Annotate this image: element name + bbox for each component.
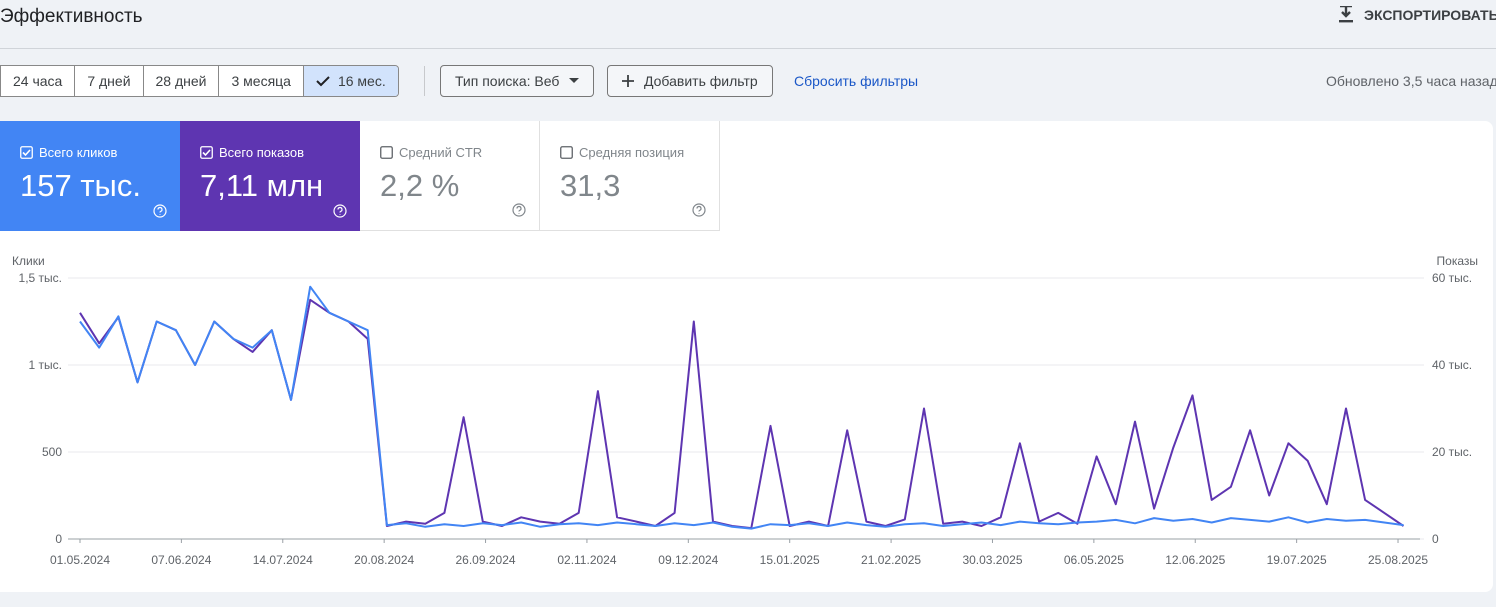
metric-card[interactable]: Всего кликов 157 тыс.	[0, 121, 180, 231]
download-icon	[1339, 6, 1353, 23]
help-circle	[692, 203, 706, 217]
checkbox	[560, 146, 573, 159]
metric-value: 2,2 %	[380, 168, 460, 203]
range-label: 24 часа	[13, 73, 63, 89]
x-tick-label: 20.08.2024	[354, 553, 414, 567]
metric-value: 7,11 млн	[200, 168, 324, 203]
help-glyph	[337, 206, 343, 215]
y2-tick-label: 20 тыс.	[1432, 445, 1472, 459]
checkbox	[200, 146, 213, 159]
separator	[424, 66, 425, 96]
checkbox-box	[380, 146, 393, 159]
range-label: 16 мес.	[337, 73, 386, 89]
checkbox	[20, 146, 33, 159]
metric-header: Всего показов	[200, 145, 340, 160]
add-filter-label: Добавить фильтр	[644, 73, 758, 89]
x-tick-label: 06.05.2025	[1064, 553, 1124, 567]
x-tick-label: 25.08.2025	[1368, 553, 1428, 567]
check-mark	[316, 75, 330, 86]
add-filter-button[interactable]: Добавить фильтр	[607, 65, 773, 97]
x-tick-label: 07.06.2024	[151, 553, 211, 567]
metric-header: Средняя позиция	[560, 145, 699, 160]
help-icon	[692, 203, 706, 217]
help-glyph	[516, 205, 522, 214]
range-button[interactable]: 7 дней	[74, 66, 143, 96]
x-tick-label: 19.07.2025	[1267, 553, 1327, 567]
check-icon	[316, 75, 330, 86]
metric-label: Всего кликов	[39, 145, 118, 160]
help-icon	[153, 204, 167, 218]
y2-tick-label: 0	[1432, 532, 1439, 546]
checkbox-tick	[202, 149, 211, 157]
metric-value: 31,3	[560, 168, 621, 203]
export-label: ЭКСПОРТИРОВАТЬ	[1364, 7, 1496, 23]
y2-tick-label: 40 тыс.	[1432, 358, 1472, 372]
metric-header: Всего кликов	[20, 145, 160, 160]
plus-icon	[622, 75, 634, 87]
date-range-selector: 24 часа 7 дней 28 дней 3 месяца 16 мес.	[0, 65, 399, 97]
range-button[interactable]: 24 часа	[0, 66, 75, 96]
checkbox-tick	[22, 149, 31, 157]
help-glyph	[696, 205, 702, 214]
checkbox-box	[20, 146, 33, 159]
range-button[interactable]: 28 дней	[142, 66, 219, 96]
help-circle	[333, 204, 347, 218]
help-icon	[512, 203, 526, 217]
checkbox-box	[560, 146, 573, 159]
y2-tick-label: 60 тыс.	[1432, 271, 1472, 285]
help-icon	[333, 204, 347, 218]
metric-header: Средний CTR	[380, 145, 519, 160]
range-label: 3 месяца	[231, 73, 291, 89]
metric-card[interactable]: Средний CTR 2,2 %	[360, 121, 540, 231]
x-tick-label: 14.07.2024	[253, 553, 313, 567]
reset-filters-link[interactable]: Сбросить фильтры	[794, 73, 919, 89]
help-circle	[512, 203, 526, 217]
x-tick-label: 02.11.2024	[557, 553, 616, 567]
metric-cards: Всего кликов 157 тыс. Всего показов 7,11 мл…	[0, 121, 720, 231]
search-type-dropdown[interactable]: Тип поиска: Веб	[440, 65, 595, 97]
y2-axis-title: Показы	[1437, 254, 1478, 268]
help-glyph	[157, 206, 163, 215]
x-tick-label: 21.02.2025	[861, 553, 921, 567]
range-label: 28 дней	[155, 73, 207, 89]
y-tick-label: 1 тыс.	[29, 358, 62, 372]
checkbox-box	[200, 146, 213, 159]
y-tick-label: 1,5 тыс.	[19, 271, 62, 285]
series-line	[79, 285, 1404, 530]
dropdown-arrow	[569, 78, 580, 83]
divider	[0, 48, 1496, 49]
metric-label: Всего показов	[219, 145, 304, 160]
y-axis-title: Клики	[12, 254, 45, 268]
range-label: 7 дней	[87, 73, 131, 89]
x-tick-label: 09.12.2024	[658, 553, 718, 567]
metric-label: Средний CTR	[399, 145, 483, 160]
page-title: Эффективность	[0, 6, 143, 27]
checkbox	[380, 146, 393, 159]
metric-card[interactable]: Средняя позиция 31,3	[540, 121, 720, 231]
updated-note: Обновлено 3,5 часа назад	[1326, 73, 1496, 89]
range-button[interactable]: 3 месяца	[218, 66, 303, 96]
range-button[interactable]: 16 мес.	[302, 66, 398, 96]
help-circle	[153, 204, 167, 218]
metric-label: Средняя позиция	[579, 145, 685, 160]
y-tick-label: 500	[42, 445, 62, 459]
y-tick-label: 0	[55, 532, 62, 546]
x-tick-label: 12.06.2025	[1165, 553, 1225, 567]
export-button[interactable]: ЭКСПОРТИРОВАТЬ	[1338, 6, 1496, 24]
metric-card[interactable]: Всего показов 7,11 млн	[180, 121, 360, 231]
x-tick-label: 26.09.2024	[456, 553, 516, 567]
search-type-label: Тип поиска: Веб	[455, 73, 560, 89]
metric-value: 157 тыс.	[20, 168, 141, 203]
x-tick-label: 15.01.2025	[760, 553, 820, 567]
series-line	[79, 298, 1405, 530]
x-tick-label: 01.05.2024	[50, 553, 110, 567]
x-tick-label: 30.03.2025	[962, 553, 1022, 567]
